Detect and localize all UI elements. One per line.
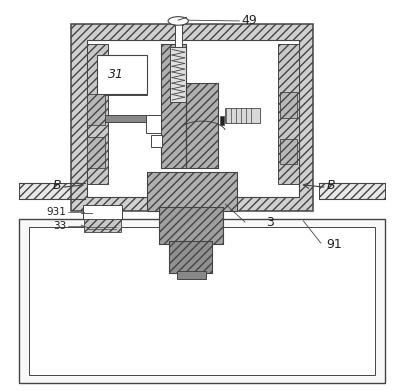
Bar [177, 271, 206, 279]
Bar [186, 83, 218, 168]
Bar [145, 115, 161, 133]
Bar [319, 183, 385, 199]
Bar [87, 39, 299, 197]
Bar [87, 94, 105, 126]
Bar [219, 116, 224, 126]
Bar [175, 24, 182, 47]
Bar [159, 207, 223, 244]
Bar [170, 47, 186, 102]
Bar [19, 219, 385, 382]
Ellipse shape [168, 17, 188, 25]
Bar [147, 172, 237, 211]
Bar [280, 92, 297, 118]
Bar [159, 207, 223, 244]
Bar [278, 43, 299, 184]
Bar [29, 228, 375, 375]
Bar [105, 115, 161, 122]
Text: 931: 931 [46, 207, 66, 217]
Text: 31: 31 [107, 68, 124, 81]
Bar [87, 43, 109, 184]
Bar [97, 55, 147, 94]
Bar [186, 83, 218, 168]
Bar [84, 219, 121, 232]
Bar [152, 135, 162, 147]
Bar [19, 183, 85, 199]
Bar [169, 242, 212, 273]
Text: 33: 33 [53, 221, 66, 231]
Bar [83, 205, 122, 219]
Bar [161, 43, 186, 168]
Bar [225, 108, 260, 124]
Text: B: B [327, 179, 336, 192]
Bar [280, 139, 297, 164]
Bar [161, 43, 186, 168]
Bar [72, 24, 313, 211]
Bar [87, 137, 105, 168]
Text: 49: 49 [241, 14, 257, 27]
Text: B: B [53, 179, 61, 192]
Text: 3: 3 [266, 216, 274, 229]
Bar [169, 242, 212, 273]
Bar [147, 172, 237, 211]
Text: 91: 91 [326, 238, 342, 251]
